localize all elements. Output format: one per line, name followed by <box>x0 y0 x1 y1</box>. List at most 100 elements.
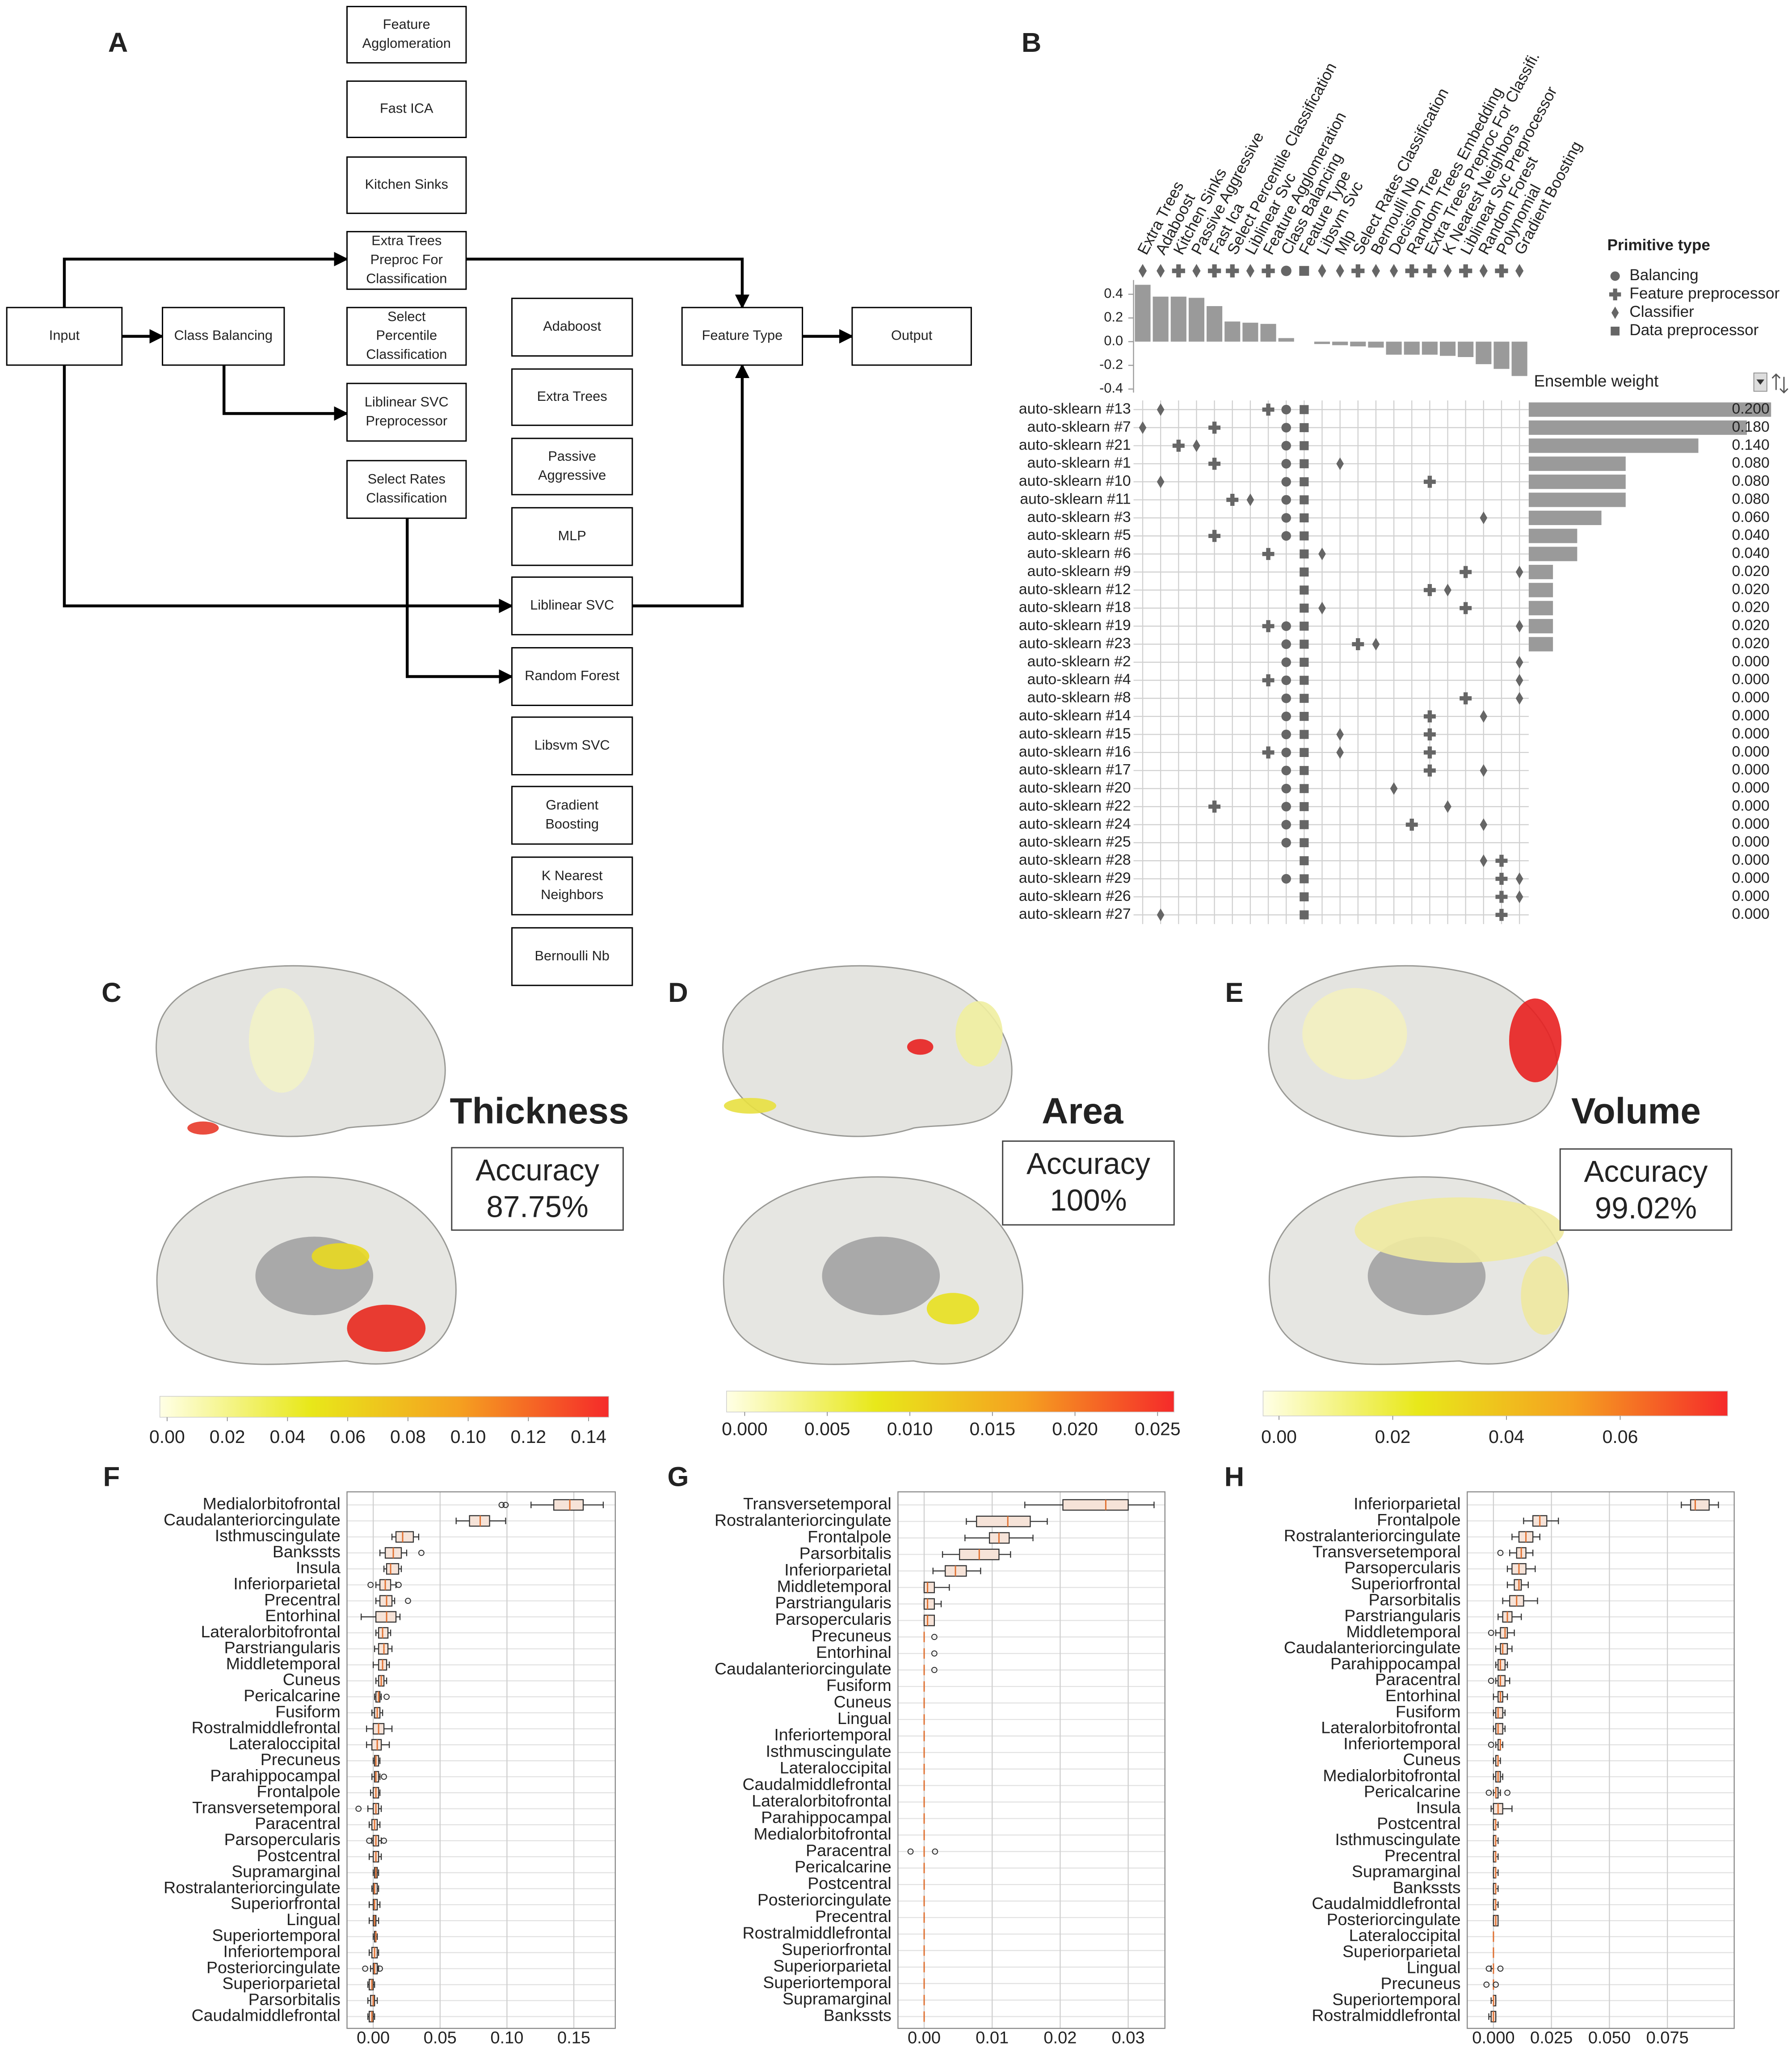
outlier <box>381 1838 387 1844</box>
bar <box>1188 298 1205 342</box>
bar <box>1422 341 1438 355</box>
node-label: Random Forest <box>525 668 619 683</box>
node-box <box>511 786 633 845</box>
panel-letter: F <box>103 1461 120 1492</box>
weight-label: 0.000 <box>1732 761 1769 778</box>
weight-bar <box>1528 564 1553 580</box>
box <box>1514 1579 1522 1591</box>
accuracy-label: Accuracy <box>475 1154 599 1187</box>
row-label: auto-sklearn #23 <box>1019 635 1131 652</box>
category-label: Entorhinal <box>816 1643 892 1661</box>
node-label: Class Balancing <box>174 328 273 343</box>
colorbar <box>1262 1391 1728 1417</box>
weight-label: 0.180 <box>1732 419 1769 435</box>
category-label: Lingual <box>837 1709 892 1728</box>
symbol-square <box>1300 802 1309 812</box>
row-label: auto-sklearn #2 <box>1027 653 1131 670</box>
x-tick-label: 0.03 <box>1112 2029 1145 2048</box>
symbol-square <box>1300 477 1309 487</box>
category-label: Frontalpole <box>1377 1510 1460 1529</box>
category-label: Entorhinal <box>1385 1686 1461 1705</box>
category-label: Precentral <box>264 1590 341 1609</box>
category-label: Lingual <box>286 1910 341 1929</box>
symbol-diamond <box>1246 264 1254 278</box>
node-label: Adaboost <box>543 318 601 334</box>
symbol-square <box>1299 266 1309 276</box>
y-tick-label: -0.2 <box>1099 357 1123 372</box>
symbol-diamond <box>1336 746 1344 759</box>
bar <box>1511 341 1527 376</box>
sort-icon <box>1771 373 1788 394</box>
weight-label: 0.000 <box>1732 870 1769 886</box>
x-tick-label: 0.05 <box>424 2029 457 2048</box>
category-label: Postcentral <box>257 1846 340 1865</box>
weight-label: 0.000 <box>1732 707 1769 724</box>
symbol-diamond <box>1336 457 1344 470</box>
accuracy-label: Accuracy <box>1026 1147 1150 1181</box>
outlier <box>362 1965 369 1972</box>
symbol-square <box>1300 459 1309 468</box>
symbol-circle <box>1281 783 1291 794</box>
brain-lateral <box>722 965 1013 1137</box>
category-label: Superiorfrontal <box>782 1940 892 1959</box>
category-label: Cuneus <box>283 1670 341 1689</box>
row-label: auto-sklearn #12 <box>1019 581 1131 597</box>
plot-frame <box>897 1491 1165 2029</box>
bar <box>1332 341 1348 345</box>
symbol-diamond <box>1480 710 1488 723</box>
box <box>1500 1627 1508 1639</box>
box <box>375 1691 381 1703</box>
bar <box>1224 321 1241 342</box>
x-tick-label: 0.000 <box>1472 2029 1514 2048</box>
node-box <box>346 80 467 138</box>
symbol-square <box>1300 730 1309 739</box>
box <box>374 1755 379 1767</box>
node-label: Liblinear SVC <box>530 597 614 613</box>
bar <box>1493 341 1510 369</box>
category-label: Precuneus <box>261 1750 341 1769</box>
symbol-diamond <box>1444 800 1451 813</box>
weight-label: 0.000 <box>1732 780 1769 796</box>
category-label: Parstriangularis <box>1344 1606 1460 1625</box>
category-label: Superiortemporal <box>763 1973 891 1992</box>
symbol-diamond <box>1157 264 1165 278</box>
symbol-circle <box>1281 621 1291 631</box>
legend-title: Primitive type <box>1607 236 1710 254</box>
weight-bar <box>1528 475 1626 489</box>
category-label: Isthmuscingulate <box>1335 1830 1460 1849</box>
symbol-diamond <box>1479 264 1488 278</box>
symbol-square <box>1300 567 1309 577</box>
weight-bar <box>1528 529 1577 543</box>
weight-label: 0.000 <box>1732 852 1769 868</box>
symbol-plus <box>1208 800 1221 813</box>
panel-title: Thickness <box>450 1091 629 1131</box>
row-label: auto-sklearn #18 <box>1019 599 1131 616</box>
category-label: Superiortemporal <box>212 1926 340 1945</box>
weight-label: 0.080 <box>1732 473 1769 489</box>
node-label: Kitchen Sinks <box>365 176 448 192</box>
bar <box>1386 341 1402 355</box>
weight-bar <box>1528 492 1626 507</box>
weight-label: 0.000 <box>1732 906 1769 922</box>
symbol-plus <box>1262 404 1275 416</box>
row-label: auto-sklearn #14 <box>1019 707 1131 724</box>
symbol-circle <box>1281 404 1291 415</box>
category-label: Medialorbitofrontal <box>203 1494 341 1513</box>
symbol-diamond <box>1480 818 1488 831</box>
symbol-plus <box>1226 494 1239 506</box>
accuracy-label: Accuracy <box>1584 1155 1708 1189</box>
category-label: Postcentral <box>1377 1814 1460 1833</box>
category-label: Posteriorcingulate <box>206 1958 341 1977</box>
x-tick-label: 0.075 <box>1646 2029 1689 2048</box>
node-box <box>681 307 803 366</box>
symbol-circle <box>1281 639 1291 649</box>
outlier <box>1488 1741 1494 1748</box>
brain-region <box>311 1243 370 1270</box>
symbol-diamond <box>1480 511 1488 525</box>
box <box>1495 1707 1503 1719</box>
category-label: Transversetemporal <box>1312 1542 1461 1561</box>
outlier <box>1485 1789 1492 1796</box>
node-label: K Nearest <box>542 867 603 883</box>
brain-region <box>907 1039 934 1055</box>
